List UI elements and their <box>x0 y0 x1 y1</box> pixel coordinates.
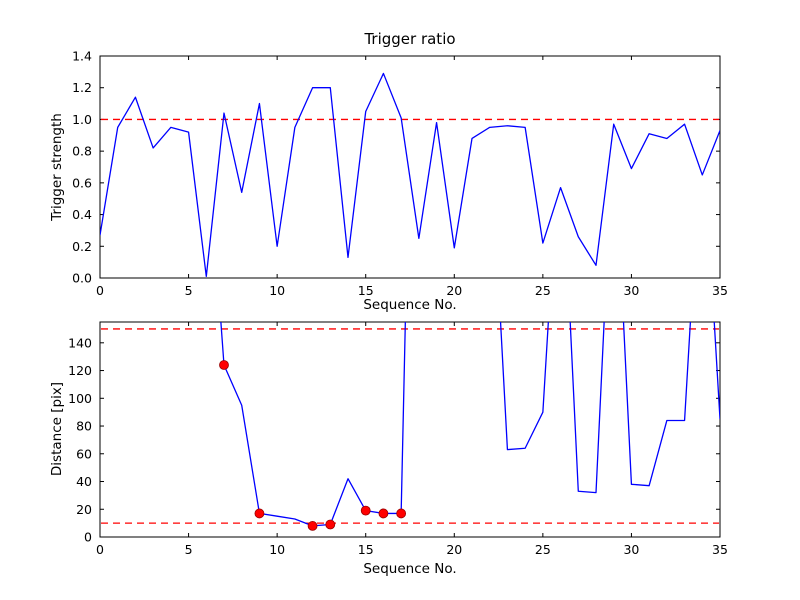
bottom-plot-event-marker <box>378 508 389 519</box>
bottom-plot-y-tick-label: 20 <box>76 502 92 517</box>
bottom-plot-x-tick-label: 30 <box>623 542 639 557</box>
top-plot-y-tick-label: 0.2 <box>72 239 92 254</box>
top-plot-y-tick-label: 0.0 <box>72 271 92 286</box>
top-plot-x-tick-label: 20 <box>446 283 462 298</box>
top-plot-x-tick-label: 10 <box>269 283 285 298</box>
bottom-y-axis-label: Distance [pix] <box>49 381 65 477</box>
bottom-plot-event-marker <box>360 505 371 516</box>
bottom-plot-x-tick-label: 20 <box>446 542 462 557</box>
bottom-plot-x-tick-label: 10 <box>269 542 285 557</box>
top-plot-y-tick-label: 1.2 <box>72 80 92 95</box>
bottom-plot-frame <box>99 321 721 538</box>
top-plot-y-tick-label: 0.8 <box>72 144 92 159</box>
bottom-plot-y-tick-label: 120 <box>68 363 92 378</box>
bottom-plot-x-tick-label: 25 <box>535 542 551 557</box>
top-plot-x-tick-label: 15 <box>358 283 374 298</box>
top-plot-y-tick-label: 1.4 <box>72 49 92 64</box>
top-plot-axes: 0 5 10 15 20 25 30 35 0.0 0.2 0.4 0.6 0.8 1.0 1.2 1.4 <box>72 49 728 299</box>
top-plot-x-tick-label: 25 <box>535 283 551 298</box>
bottom-plot-event-marker <box>307 521 318 531</box>
bottom-plot-event-marker <box>219 360 229 370</box>
bottom-plot-event-marker <box>254 508 265 519</box>
bottom-plot-x-tick-label: 15 <box>358 542 374 557</box>
bottom-plot-y-tick-label: 140 <box>68 335 92 350</box>
top-plot-y-tick-label: 1.0 <box>72 112 92 127</box>
bottom-plot-event-marker <box>325 519 336 530</box>
top-plot-data-line <box>100 72 720 278</box>
top-y-axis-label: Trigger strength <box>49 113 65 221</box>
top-plot-x-tick-label: 0 <box>96 283 104 298</box>
bottom-plot-y-tick-label: 40 <box>76 474 92 489</box>
top-plot-y-tick-label: 0.6 <box>72 175 92 190</box>
bottom-x-axis-label: Sequence No. <box>363 561 457 577</box>
bottom-plot-y-tick-label: 0 <box>84 530 92 545</box>
bottom-plot-axes: 0 5 10 15 20 25 30 35 0 20 40 60 80 100 120 140 <box>68 321 728 557</box>
bottom-plot-y-tick-label: 100 <box>68 391 92 406</box>
bottom-plot-event-marker <box>396 508 407 519</box>
top-plot-x-tick-label: 35 <box>712 283 728 298</box>
chart-title: Trigger ratio <box>364 30 456 48</box>
top-plot-frame <box>99 55 721 279</box>
bottom-plot-x-tick-label: 0 <box>96 542 104 557</box>
bottom-plot-y-tick-label: 60 <box>76 446 92 461</box>
top-plot-x-tick-label: 30 <box>623 283 639 298</box>
bottom-plot-x-tick-label: 5 <box>185 542 193 557</box>
top-x-axis-label: Sequence No. <box>363 297 457 313</box>
top-plot-y-tick-label: 0.4 <box>72 207 92 222</box>
bottom-plot-y-tick-label: 80 <box>76 419 92 434</box>
bottom-plot-data-line <box>220 322 720 527</box>
bottom-plot-x-tick-label: 35 <box>712 542 728 557</box>
top-plot-x-tick-label: 5 <box>185 283 193 298</box>
